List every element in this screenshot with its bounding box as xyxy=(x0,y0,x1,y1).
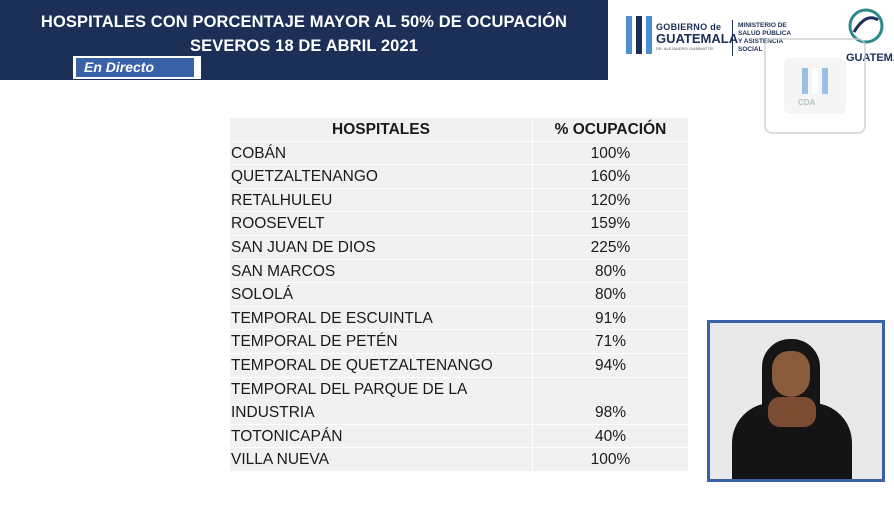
ministry-logo-text: MINISTERIO DE SALUD PÚBLICA Y ASISTENCIA… xyxy=(738,22,791,54)
page-title: HOSPITALES CON PORCENTAJE MAYOR AL 50% D… xyxy=(0,10,608,58)
ministry-line: MINISTERIO DE xyxy=(738,22,787,29)
title-line-2: SEVEROS 18 DE ABRIL 2021 xyxy=(190,37,418,55)
occupancy-value: 100% xyxy=(590,451,631,469)
occupancy-value: 98% xyxy=(594,403,627,421)
occupancy-value: 40% xyxy=(594,427,627,445)
occupancy-value: 100% xyxy=(590,144,631,162)
table-row: SOLOLÁ 80% xyxy=(230,283,688,307)
occupancy-table: HOSPITALES % OCUPACIÓN COBÁN 100% QUETZAL… xyxy=(230,118,688,472)
live-badge: En Directo xyxy=(73,56,201,79)
hospital-name: TEMPORAL DE QUETZALTENANGO xyxy=(230,353,533,377)
interpreter-hands xyxy=(768,397,816,427)
gov-logo-line-3: DR. ALEJANDRO GIAMMATTEI xyxy=(656,46,714,51)
table-row: SAN JUAN DE DIOS 225% xyxy=(230,235,688,260)
watermark-label: CDA xyxy=(798,98,816,107)
interpreter-face xyxy=(772,351,810,397)
table-row: ROOSEVELT 159% xyxy=(230,212,688,236)
hospital-name: TEMPORAL DE ESCUINTLA xyxy=(230,306,533,330)
table-row: QUETZALTENANGO 160% xyxy=(230,165,688,189)
table-row: TEMPORAL DE QUETZALTENANGO 94% xyxy=(230,353,688,378)
title-banner: HOSPITALES CON PORCENTAJE MAYOR AL 50% D… xyxy=(0,0,608,80)
occupancy-value: 160% xyxy=(590,168,631,186)
table-row: TOTONICAPÁN 40% xyxy=(230,424,688,449)
occupancy-value: 71% xyxy=(594,333,627,351)
bicentenario-text: GUATEMAL xyxy=(846,52,894,64)
live-badge-label: En Directo xyxy=(76,58,194,77)
hospital-name-line-1: TEMPORAL DEL PARQUE DE LA xyxy=(231,380,468,398)
table-row: TEMPORAL DEL PARQUE DE LA INDUSTRIA 98% xyxy=(230,377,688,425)
table-row: TEMPORAL DE PETÉN 71% xyxy=(230,330,688,354)
table-row: TEMPORAL DE ESCUINTLA 91% xyxy=(230,306,688,331)
occupancy-value: 159% xyxy=(590,215,631,233)
ministry-line: SALUD PÚBLICA xyxy=(738,30,792,37)
table-row: COBÁN 100% xyxy=(230,141,688,166)
sign-language-interpreter-video xyxy=(707,320,885,482)
hospital-name: TEMPORAL DE PETÉN xyxy=(230,330,533,353)
occupancy-value: 91% xyxy=(594,309,627,327)
hospital-name: TOTONICAPÁN xyxy=(230,424,533,448)
hospital-name: ROOSEVELT xyxy=(230,212,533,235)
table-row: VILLA NUEVA 100% xyxy=(230,448,688,472)
occupancy-value: 80% xyxy=(594,286,627,304)
ministry-line: SOCIAL xyxy=(738,46,763,53)
hospital-name-line-2: INDUSTRIA xyxy=(231,403,315,421)
table-header-row: HOSPITALES % OCUPACIÓN xyxy=(230,118,688,142)
title-line-1: HOSPITALES CON PORCENTAJE MAYOR AL 50% D… xyxy=(40,13,568,31)
gov-logo-line-1: GOBIERNO de xyxy=(656,22,722,32)
hospital-name: VILLA NUEVA xyxy=(230,448,533,471)
occupancy-value: 94% xyxy=(594,356,627,374)
ministry-line: Y ASISTENCIA xyxy=(738,38,784,45)
occupancy-value: 225% xyxy=(590,238,631,256)
header-hospitals: HOSPITALES xyxy=(230,118,533,141)
hospital-name: SOLOLÁ xyxy=(230,283,533,306)
hospital-name: RETALHULEU xyxy=(230,188,533,212)
gov-logo-line-2: GUATEMALA xyxy=(656,31,739,46)
watermark-inner: CDA xyxy=(784,58,846,114)
hospital-name: SAN MARCOS xyxy=(230,259,533,283)
table-row: RETALHULEU 120% xyxy=(230,188,688,213)
hospital-name: COBÁN xyxy=(230,141,533,165)
occupancy-value: 120% xyxy=(590,191,631,209)
quetzal-icon xyxy=(848,8,884,44)
hospital-name: SAN JUAN DE DIOS xyxy=(230,235,533,259)
hospital-name: TEMPORAL DEL PARQUE DE LA INDUSTRIA xyxy=(230,377,533,424)
logo-divider xyxy=(732,20,733,56)
watermark-frame: CDA xyxy=(764,38,866,134)
government-logo: GOBIERNO de GUATEMALA DR. ALEJANDRO GIAM… xyxy=(624,14,794,58)
table-row: SAN MARCOS 80% xyxy=(230,259,688,284)
hospital-name: QUETZALTENANGO xyxy=(230,165,533,188)
bicentenario-logo: GUATEMAL xyxy=(846,6,894,76)
occupancy-value: 80% xyxy=(594,262,627,280)
header-occupancy: % OCUPACIÓN xyxy=(554,121,667,138)
